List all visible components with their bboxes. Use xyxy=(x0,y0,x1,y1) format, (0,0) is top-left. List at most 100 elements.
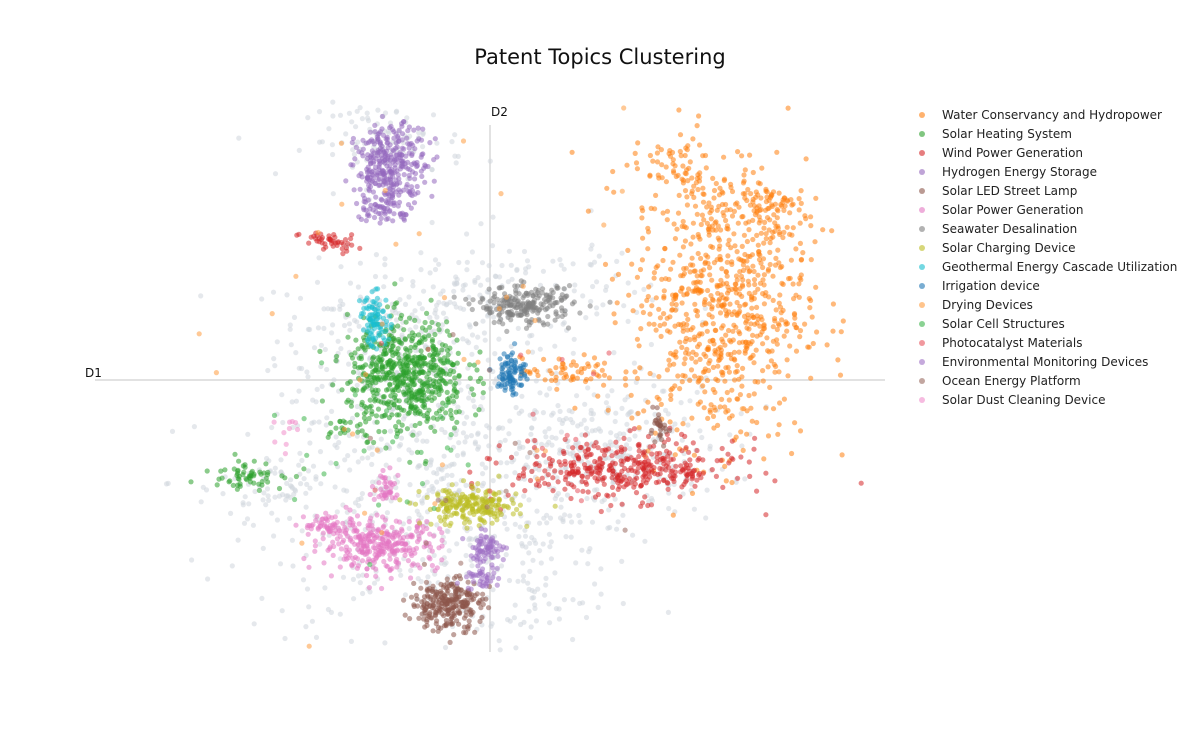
series-0-point xyxy=(684,346,690,352)
series-7-point xyxy=(450,493,456,499)
background-point xyxy=(314,386,320,392)
background-point xyxy=(346,110,352,116)
series-0-point xyxy=(813,195,819,201)
series-0-point xyxy=(721,177,727,184)
background-point xyxy=(289,484,295,490)
background-point xyxy=(280,492,286,498)
series-0-point xyxy=(758,195,764,201)
series-8-point xyxy=(386,336,392,342)
series-7-point xyxy=(417,520,423,526)
series-4-point xyxy=(402,612,408,618)
series-5-point xyxy=(373,548,379,554)
series-0-point xyxy=(758,230,764,236)
background-point xyxy=(288,477,294,483)
background-point xyxy=(564,492,571,498)
series-2-point xyxy=(670,456,676,462)
series-0-point xyxy=(767,195,774,201)
series-5-point xyxy=(354,513,361,519)
background-point xyxy=(372,273,379,280)
background-point xyxy=(354,433,360,439)
series-2-point xyxy=(579,478,585,485)
series-5-point xyxy=(366,556,372,562)
background-point xyxy=(493,273,499,280)
series-0-point xyxy=(704,377,711,383)
background-point xyxy=(490,587,496,593)
series-0-point xyxy=(679,285,685,291)
background-point xyxy=(468,433,474,439)
series-0-point xyxy=(770,324,776,330)
series-7-point xyxy=(446,492,452,498)
background-point xyxy=(340,574,347,580)
series-0-point xyxy=(763,405,769,411)
series-0-point xyxy=(675,210,682,216)
series-0-point xyxy=(593,363,599,369)
series-0-point xyxy=(679,223,685,229)
series-3-point xyxy=(431,178,437,184)
series-0-point xyxy=(722,404,728,410)
series-3-point xyxy=(393,152,399,158)
background-point xyxy=(599,498,605,505)
series-5-point xyxy=(343,504,349,510)
series-0-point xyxy=(661,295,667,301)
background-point xyxy=(346,361,352,367)
series-0-point xyxy=(750,169,756,176)
series-0-point xyxy=(761,323,767,329)
series-0-point xyxy=(683,335,689,341)
background-point xyxy=(581,417,587,423)
series-1-point xyxy=(397,358,403,364)
series-1-point xyxy=(357,364,363,370)
series-7-point xyxy=(496,498,502,504)
series-0-point xyxy=(721,213,727,219)
background-point xyxy=(566,444,572,450)
series-2-point xyxy=(562,486,568,492)
series-3-point xyxy=(420,126,426,132)
background-point xyxy=(519,393,525,399)
series-0-point xyxy=(806,296,812,302)
series-2-point xyxy=(631,426,638,432)
series-2-point xyxy=(858,480,864,486)
series-3-point xyxy=(370,189,376,195)
series-3-point xyxy=(350,162,356,168)
background-point xyxy=(351,509,357,515)
background-point xyxy=(344,488,350,494)
background-point xyxy=(523,270,529,276)
background-point xyxy=(347,327,353,333)
series-0-point xyxy=(664,367,671,373)
background-point xyxy=(570,449,576,455)
series-3-point xyxy=(408,191,414,198)
series-0-point xyxy=(737,331,743,337)
series-6-point xyxy=(607,299,613,305)
series-3-point xyxy=(414,162,420,169)
background-point xyxy=(466,322,472,328)
background-point xyxy=(315,325,321,331)
series-0-point xyxy=(775,321,782,327)
background-point xyxy=(479,461,485,467)
background-point xyxy=(549,434,555,440)
series-0-point xyxy=(688,262,694,268)
series-0-point xyxy=(749,339,755,345)
background-point xyxy=(456,259,462,266)
series-5-point xyxy=(359,550,365,556)
series-1-point xyxy=(333,425,339,431)
background-point xyxy=(470,420,476,427)
series-5-point xyxy=(371,539,377,546)
background-point xyxy=(609,388,615,394)
series-8-point xyxy=(356,298,363,304)
series-2-point xyxy=(683,445,689,451)
background-point xyxy=(318,481,324,487)
series-0-point xyxy=(664,328,671,334)
series-5-point xyxy=(379,542,385,549)
series-2-point xyxy=(345,241,351,247)
series-0-point xyxy=(681,266,687,272)
series-0-point xyxy=(785,105,791,111)
background-point xyxy=(334,509,340,515)
series-2-point xyxy=(729,455,735,461)
series-3-point xyxy=(364,155,370,162)
series-0-point xyxy=(694,175,701,181)
series-5-point xyxy=(383,495,389,501)
series-7-point xyxy=(440,501,446,507)
background-point xyxy=(229,563,235,569)
series-0-point xyxy=(601,360,608,366)
series-0-point xyxy=(687,377,693,383)
series-0-point xyxy=(783,319,789,325)
